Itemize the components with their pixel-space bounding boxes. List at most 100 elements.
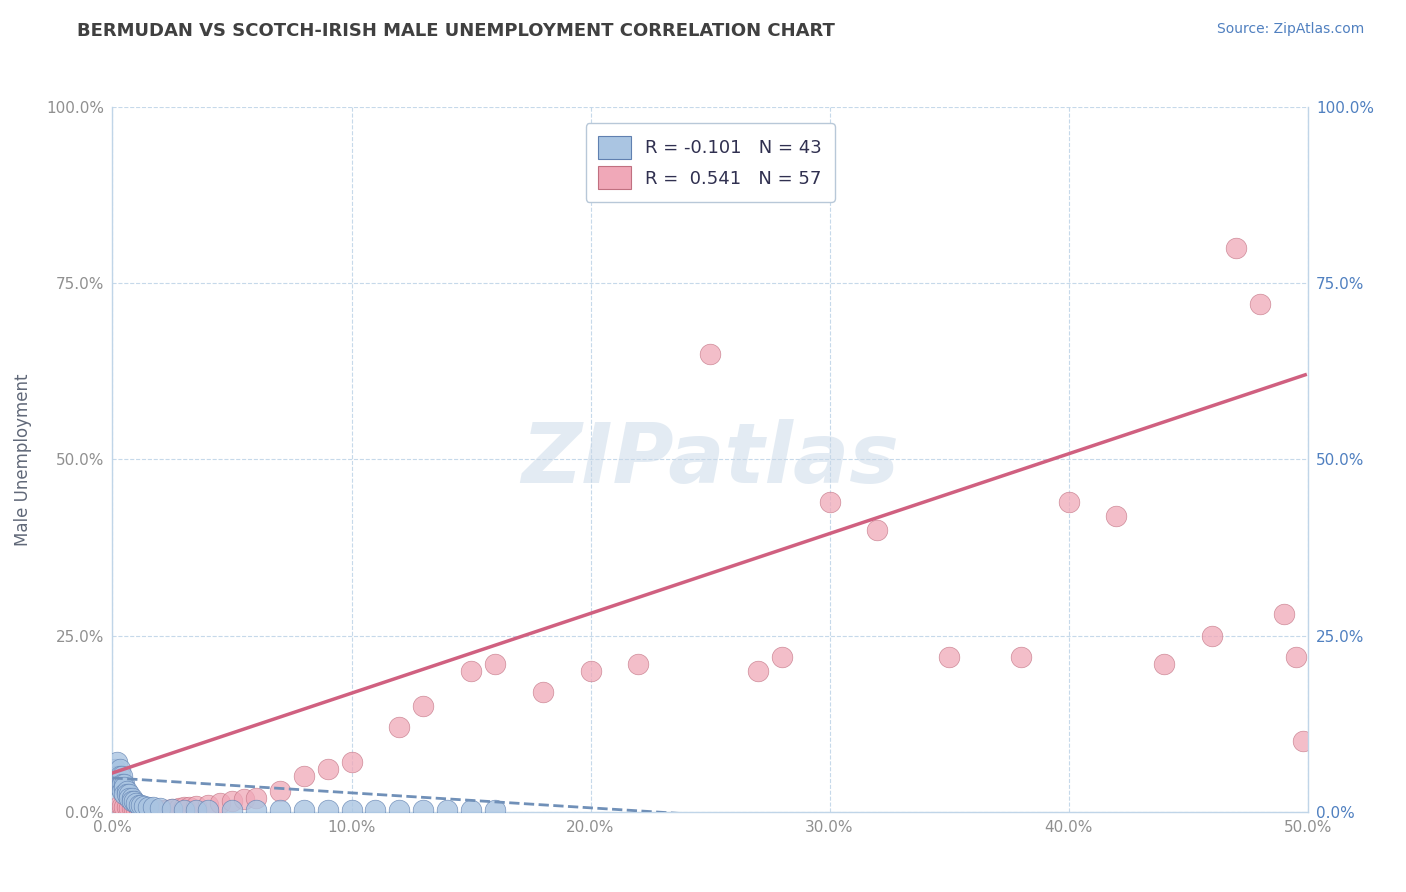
Point [135,803,157,817]
Point [186,799,208,814]
Point [149,803,172,817]
Y-axis label: Male Unemployment: Male Unemployment [14,373,32,546]
Point [108,769,131,784]
Point [114,799,135,814]
Point [340,756,363,770]
Point [233,792,256,806]
Point [364,803,387,817]
Point [114,780,135,794]
Point [245,803,267,817]
Point [121,790,143,805]
Point [1285,649,1308,664]
Point [142,803,165,817]
Point [104,763,127,777]
Point [162,802,183,816]
Point [747,664,769,678]
Point [197,797,219,812]
Point [115,787,138,801]
Point [105,769,128,784]
Point [111,769,134,784]
Point [197,803,219,817]
Point [122,794,145,808]
Point [221,794,243,808]
Point [1272,607,1295,622]
Point [129,803,152,817]
Point [156,803,179,817]
Point [122,802,145,816]
Point [292,803,315,817]
Point [1225,241,1247,255]
Text: ZIPatlas: ZIPatlas [522,419,898,500]
Point [149,801,172,815]
Point [111,776,134,790]
Point [177,799,200,814]
Point [105,776,128,790]
Point [128,802,150,816]
Point [169,801,191,815]
Point [128,797,150,812]
Point [153,803,176,817]
Legend: R = -0.101   N = 43, R =  0.541   N = 57: R = -0.101 N = 43, R = 0.541 N = 57 [585,123,835,202]
Point [579,664,602,678]
Point [292,769,315,784]
Point [269,803,291,817]
Point [114,787,135,801]
Point [770,649,793,664]
Point [132,799,155,814]
Point [115,783,138,797]
Point [866,523,889,537]
Point [627,657,650,671]
Text: Source: ZipAtlas.com: Source: ZipAtlas.com [1216,22,1364,37]
Point [460,664,482,678]
Point [186,803,208,817]
Point [139,803,162,817]
Point [118,790,141,805]
Point [221,803,243,817]
Point [484,657,506,671]
Point [145,803,167,817]
Point [412,699,434,714]
Point [1249,297,1271,311]
Point [105,756,128,770]
Point [114,776,135,790]
Point [1010,649,1032,664]
Point [132,803,155,817]
Point [269,783,291,797]
Point [460,803,482,817]
Point [1201,628,1223,642]
Point [146,803,169,817]
Point [138,799,160,814]
Point [531,685,554,699]
Point [173,803,195,817]
Point [111,799,134,814]
Point [125,797,148,811]
Point [125,802,148,816]
Point [938,649,960,664]
Point [129,798,152,813]
Point [1105,508,1128,523]
Point [118,787,141,801]
Text: BERMUDAN VS SCOTCH-IRISH MALE UNEMPLOYMENT CORRELATION CHART: BERMUDAN VS SCOTCH-IRISH MALE UNEMPLOYME… [77,22,835,40]
Point [818,494,841,508]
Point [699,346,721,360]
Point [142,800,165,814]
Point [388,720,411,734]
Point [436,803,458,817]
Point [316,763,339,777]
Point [1292,734,1315,748]
Point [121,801,143,815]
Point [209,797,232,811]
Point [245,790,267,805]
Point [108,780,131,794]
Point [1057,494,1080,508]
Point [121,794,143,808]
Point [162,802,183,816]
Point [1153,657,1175,671]
Point [108,797,131,812]
Point [316,803,339,817]
Point [115,800,138,814]
Point [388,803,411,817]
Point [484,803,506,817]
Point [138,803,160,817]
Point [173,800,195,814]
